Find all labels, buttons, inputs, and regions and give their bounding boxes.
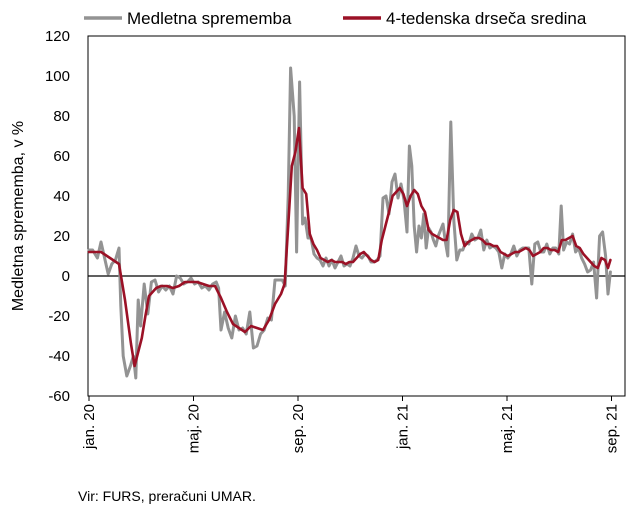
y-tick-label: 0 — [62, 268, 70, 285]
plot-frame — [87, 35, 626, 397]
y-tick-label: 80 — [53, 108, 70, 125]
y-tick-label: -20 — [48, 308, 70, 325]
x-tick-label: maj. 20 — [186, 404, 203, 453]
y-tick-label: 100 — [45, 68, 70, 85]
y-tick-label: 20 — [53, 228, 70, 245]
y-tick-label: 40 — [53, 188, 70, 205]
y-tick-label: 120 — [45, 28, 70, 45]
legend-label-2: 4-tedenska drseča sredina — [386, 9, 587, 28]
legend-label-1: Medletna sprememba — [127, 9, 292, 28]
legend: Medletna sprememba 4-tedenska drseča sred… — [84, 9, 587, 28]
y-axis-title: Medletna sprememba, v % — [10, 121, 27, 311]
series-group — [87, 66, 612, 380]
x-tick-labels: jan. 20 maj. 20 sep. 20 jan. 21 maj. 21 sep. … — [81, 396, 621, 453]
x-tick-label: sep. 20 — [290, 404, 307, 453]
y-tick-label: -60 — [48, 388, 70, 405]
y-tick-labels: -60 -40 -20 0 20 40 60 80 100 120 — [45, 28, 70, 405]
plot-border — [87, 35, 626, 397]
source-note: Vir: FURS, preračuni UMAR. — [78, 488, 256, 504]
series-line-1 — [87, 66, 612, 380]
series-line-2 — [87, 126, 612, 368]
x-tick-label: jan. 21 — [395, 404, 412, 450]
x-tick-label: maj. 21 — [499, 404, 516, 453]
x-tick-label: jan. 20 — [81, 404, 98, 450]
y-tick-label: 60 — [53, 148, 70, 165]
y-tick-label: -40 — [48, 348, 70, 365]
x-tick-label: sep. 21 — [604, 404, 621, 453]
y-axis-title-group: Medletna sprememba, v % — [10, 121, 27, 311]
